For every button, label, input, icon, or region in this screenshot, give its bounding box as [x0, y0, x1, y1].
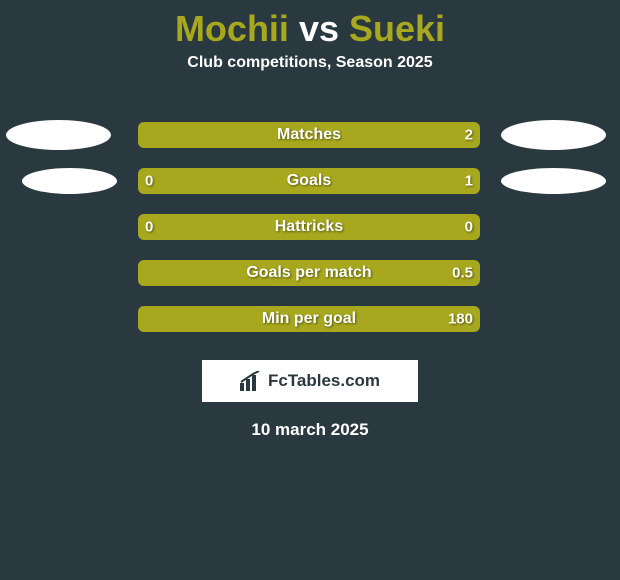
footer-date: 10 march 2025 — [0, 420, 620, 440]
brand-text: FcTables.com — [268, 371, 380, 391]
stat-label: Hattricks — [138, 218, 480, 236]
chart-icon — [240, 371, 262, 391]
stat-bar: 2Matches — [138, 122, 480, 148]
stat-rows-container: 2Matches 01Goals 00Hattricks 0.5Goals per m… — [0, 112, 620, 342]
stat-bar: 0.5Goals per match — [138, 260, 480, 286]
brand-logo: FcTables.com — [202, 360, 418, 402]
page-title: Mochii vs Sueki — [0, 0, 620, 54]
stat-bar: 00Hattricks — [138, 214, 480, 240]
stat-label: Goals — [138, 172, 480, 190]
player2-badge — [501, 120, 606, 150]
stat-row: 00Hattricks — [0, 204, 620, 250]
stat-bar: 180Min per goal — [138, 306, 480, 332]
stat-row: 01Goals — [0, 158, 620, 204]
stat-row: 0.5Goals per match — [0, 250, 620, 296]
stat-row: 180Min per goal — [0, 296, 620, 342]
subtitle: Club competitions, Season 2025 — [0, 54, 620, 112]
player1-badge — [6, 120, 111, 150]
stat-label: Matches — [138, 126, 480, 144]
player1-name: Mochii — [175, 8, 289, 49]
stat-row: 2Matches — [0, 112, 620, 158]
player2-name: Sueki — [349, 8, 445, 49]
player1-badge — [22, 168, 117, 194]
stat-bar: 01Goals — [138, 168, 480, 194]
stat-label: Goals per match — [138, 264, 480, 282]
stat-label: Min per goal — [138, 310, 480, 328]
player2-badge — [501, 168, 606, 194]
vs-text: vs — [299, 8, 339, 49]
